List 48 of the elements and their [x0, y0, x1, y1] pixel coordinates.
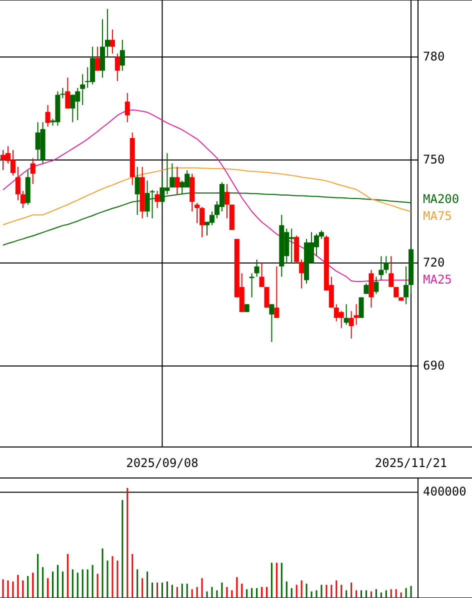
candlestick [374, 276, 379, 294]
candlestick [114, 53, 120, 82]
candlestick [124, 92, 130, 123]
candlestick [45, 104, 50, 128]
candlestick [95, 46, 100, 72]
candlestick [20, 190, 26, 209]
series-label: MA25 [423, 272, 452, 286]
candlestick [348, 310, 354, 340]
candlestick [358, 296, 364, 318]
candlestick [224, 184, 230, 219]
candlestick [404, 266, 409, 305]
candlestick [384, 256, 389, 274]
candlestick [394, 286, 399, 298]
x-tick-label: 2025/11/21 [374, 456, 448, 470]
candlestick [154, 190, 160, 209]
x-tick-label: 2025/09/08 [126, 456, 198, 470]
candlestick [269, 304, 274, 342]
candlestick [120, 39, 125, 72]
y-tick-label: 750 [423, 152, 445, 166]
y-tick-label: 720 [423, 255, 445, 270]
candlestick [174, 166, 180, 195]
candlestick [299, 259, 304, 289]
y-tick-label: 780 [423, 49, 445, 64]
candlestick [110, 29, 115, 54]
candlestick [194, 202, 200, 224]
series-label: MA200 [423, 192, 460, 206]
candlestick [65, 77, 70, 109]
candlestick [264, 286, 270, 308]
candlestick [259, 262, 264, 288]
candlestick [249, 272, 254, 298]
candlestick [364, 283, 369, 294]
candlestick [200, 206, 205, 238]
text: 400000 [423, 484, 466, 498]
candlestick [80, 74, 86, 106]
series-label: MA75 [423, 209, 452, 224]
candlestick [354, 304, 359, 326]
candlestick [30, 158, 36, 185]
candlestick [104, 8, 110, 58]
candlestick [60, 87, 66, 99]
candlestick [254, 259, 260, 278]
y-tick-label: 690 [423, 358, 445, 372]
candlestick [274, 266, 280, 318]
candlestick [388, 256, 394, 288]
candlestick [378, 256, 384, 281]
candlestick [170, 162, 175, 188]
line-series [2, 167, 412, 226]
candlestick [344, 304, 349, 326]
candlestick [15, 166, 20, 201]
